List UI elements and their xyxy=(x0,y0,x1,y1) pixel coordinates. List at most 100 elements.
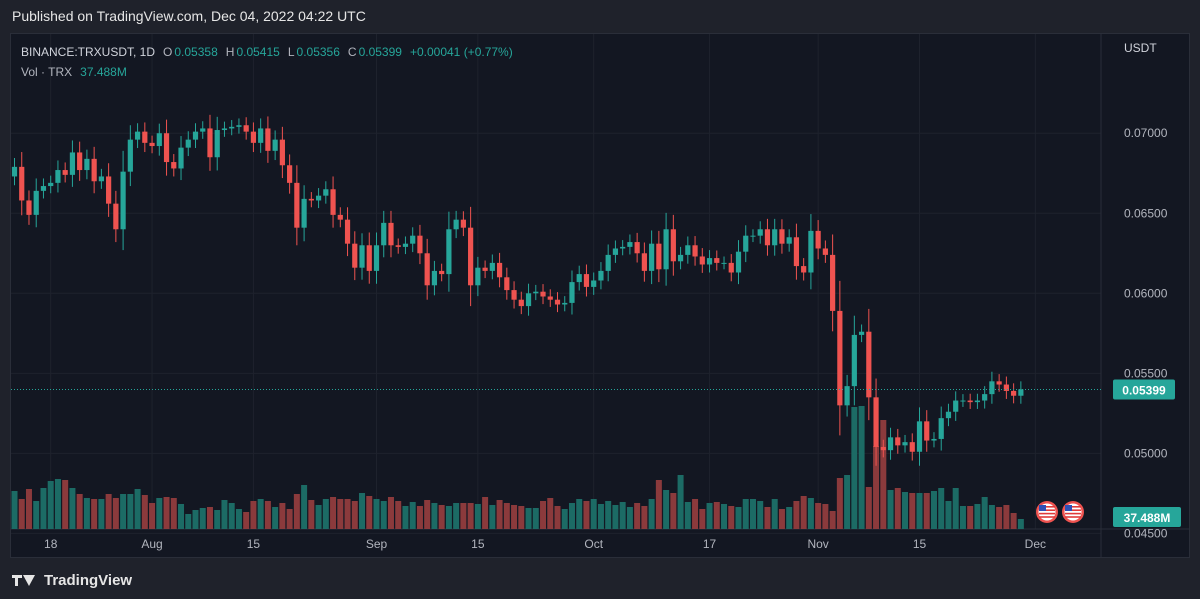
candle-body xyxy=(960,400,966,402)
candle-body xyxy=(764,229,771,246)
volume-bar xyxy=(945,501,952,529)
volume-bar xyxy=(1017,519,1024,529)
open-label: O xyxy=(163,45,173,59)
volume-bar xyxy=(25,489,32,529)
candle-body xyxy=(873,397,879,447)
volume-value: 37.488M xyxy=(80,65,127,79)
candle-body xyxy=(916,421,923,452)
volume-bar xyxy=(597,504,604,529)
low-value: 0.05356 xyxy=(296,45,340,59)
volume-bar xyxy=(909,493,916,529)
candle-body xyxy=(192,131,199,140)
volume-bar xyxy=(713,502,720,529)
flag-stripe xyxy=(1065,512,1081,515)
candle-body xyxy=(569,282,575,303)
candle-body xyxy=(352,243,358,268)
volume-bar xyxy=(902,492,909,529)
candle-body xyxy=(743,235,749,252)
volume-bar xyxy=(489,505,496,529)
volume-bar xyxy=(337,499,344,529)
candle-body xyxy=(142,131,148,143)
price-axis-unit: USDT xyxy=(1124,41,1157,55)
time-tick-label: 15 xyxy=(913,537,927,551)
volume-bar xyxy=(1010,513,1017,529)
candle-body xyxy=(315,195,322,201)
symbol-title[interactable]: BINANCE:TRXUSDT, 1D xyxy=(21,45,156,59)
candle-body xyxy=(489,262,495,271)
volume-bar xyxy=(952,488,959,529)
candle-body xyxy=(779,229,785,244)
candle-body xyxy=(337,214,343,220)
volume-bar xyxy=(308,500,315,529)
candle-body xyxy=(931,438,937,441)
candle-body xyxy=(301,198,307,228)
volume-bar xyxy=(250,501,257,529)
volume-bar xyxy=(351,501,358,529)
volume-bar xyxy=(728,506,735,529)
volume-bar xyxy=(844,475,851,529)
volume-bar xyxy=(735,507,742,529)
volume-bar xyxy=(178,504,185,529)
volume-label[interactable]: Vol · TRX xyxy=(21,65,73,79)
open-value-group: O 0.05358 xyxy=(163,42,218,62)
volume-bar xyxy=(293,494,300,529)
candle-body xyxy=(366,245,372,271)
volume-bar xyxy=(663,490,670,529)
candle-body xyxy=(359,245,365,268)
volume-bar xyxy=(547,498,554,529)
volume-bar xyxy=(916,493,923,529)
flag-stripe xyxy=(1065,516,1081,518)
candle-body xyxy=(989,381,995,395)
candle-body xyxy=(272,139,278,151)
candlestick-chart[interactable]: 0.05399 37.488M USDT 0.07000 0.06500 0.0600… xyxy=(11,34,1190,558)
volume-bar xyxy=(91,499,98,529)
candle-body xyxy=(402,243,409,247)
candle-body xyxy=(649,243,655,271)
candle-body xyxy=(982,394,988,401)
volume-bar xyxy=(149,503,156,529)
chart-overlay: 0.05399 37.488M xyxy=(11,379,1181,527)
candle-body xyxy=(482,267,488,271)
volume-bar xyxy=(858,406,865,529)
volume-bar xyxy=(243,512,250,529)
low-label: L xyxy=(287,45,295,59)
flag-canton xyxy=(1065,505,1072,511)
volume-bar xyxy=(402,506,409,529)
candle-body xyxy=(91,158,97,182)
candle-body xyxy=(518,299,524,307)
volume-bar xyxy=(264,501,271,529)
last-volume-tag-bg xyxy=(1113,507,1181,527)
chart-grid xyxy=(11,34,1189,557)
volume-bar xyxy=(330,497,337,529)
candle-body xyxy=(344,219,351,244)
volume-bar xyxy=(424,500,431,529)
published-header: Published on TradingView.com, Dec 04, 20… xyxy=(0,0,1200,32)
candle-body xyxy=(229,126,235,129)
volume-bar xyxy=(141,495,148,529)
candle-body xyxy=(308,198,314,201)
volume-bar xyxy=(40,488,47,529)
candle-body xyxy=(793,237,800,267)
brand-name: TradingView xyxy=(44,571,133,589)
close-value: 0.05399 xyxy=(358,45,402,59)
volume-bar xyxy=(692,499,699,529)
candle-body xyxy=(612,248,619,255)
volume-bar xyxy=(742,499,749,529)
candle-body xyxy=(26,200,32,215)
candle-body xyxy=(120,171,126,230)
price-axis[interactable]: USDT 0.07000 0.06500 0.06000 0.05500 0.05000… xyxy=(1124,41,1168,540)
volume-bar xyxy=(540,501,547,529)
time-axis[interactable]: 18 Aug 15 Sep 15 Oct 17 Nov 15 Dec xyxy=(44,537,1046,551)
candle-body xyxy=(598,270,604,281)
candle-body xyxy=(330,189,336,215)
candle-body xyxy=(460,219,466,228)
volume-bar xyxy=(923,493,930,529)
candle-body xyxy=(851,334,857,387)
volume-bar xyxy=(764,507,771,529)
volume-bar xyxy=(98,499,105,529)
volume-bar xyxy=(554,506,561,529)
volume-bar xyxy=(409,502,416,529)
us-flag-event-icon xyxy=(1036,501,1058,523)
candle-body xyxy=(1011,390,1017,396)
